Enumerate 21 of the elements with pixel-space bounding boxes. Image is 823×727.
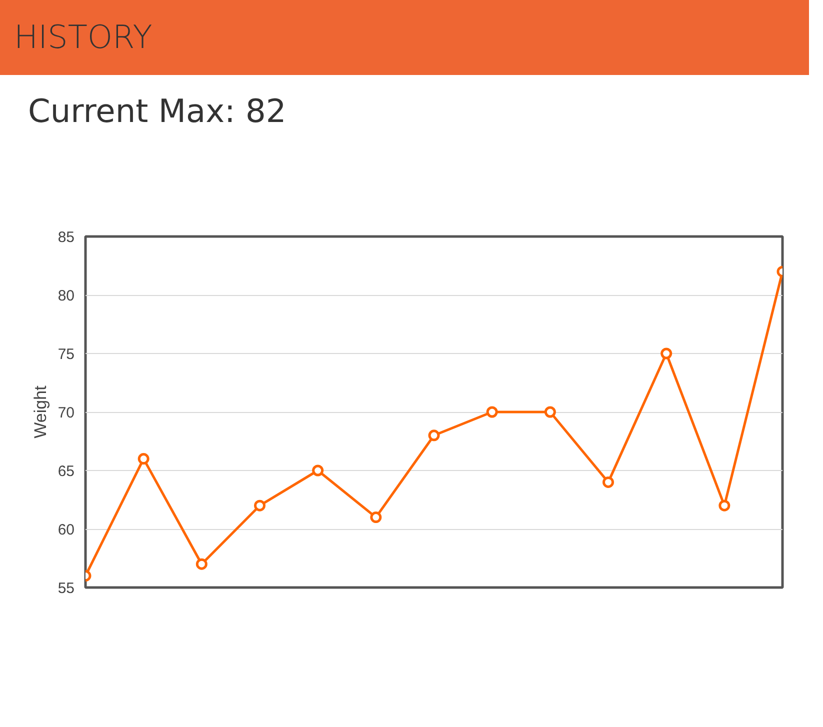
- y-axis-title: Weight: [30, 385, 50, 438]
- y-tick-label: 55: [58, 580, 75, 597]
- point: [254, 500, 266, 512]
- chart-subtitle: Current Max: 82: [28, 91, 286, 132]
- point: [660, 348, 672, 360]
- chart-title: HISTORY: [14, 17, 152, 58]
- y-tick-label: 70: [58, 404, 75, 422]
- y-tick-label: 65: [58, 463, 75, 480]
- y-tick-label: 60: [58, 522, 75, 538]
- point: [370, 512, 382, 524]
- y-tick-label: 75: [58, 346, 75, 363]
- point: [718, 500, 730, 512]
- point: [312, 464, 324, 476]
- point: [428, 430, 440, 442]
- y-tick-label: 80: [58, 288, 75, 304]
- point: [544, 406, 556, 418]
- point: [486, 406, 498, 418]
- y-tick-label: 85: [58, 229, 75, 246]
- point: [602, 476, 614, 488]
- point: [138, 453, 150, 465]
- point: [196, 558, 208, 570]
